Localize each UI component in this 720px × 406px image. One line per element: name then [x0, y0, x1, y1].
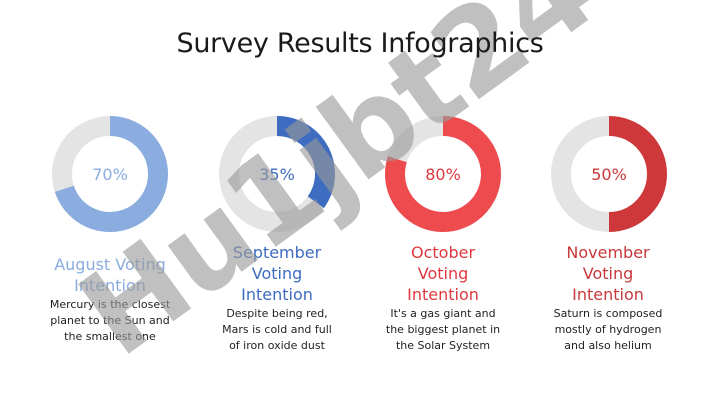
percentage-label: 50%: [591, 165, 627, 184]
donut-value-arc: [54, 116, 168, 232]
page-title: Survey Results Infographics: [176, 28, 544, 59]
chart-description-august: Mercury is the closest planet to the Sun…: [49, 298, 171, 343]
donut-october: 80%: [385, 116, 501, 232]
chart-title-august: August Voting Intention: [54, 255, 166, 295]
donut-august: 70%: [52, 116, 168, 232]
donut-november: 50%: [551, 116, 667, 232]
chart-description-november: Saturn is composed mostly of hydrogen an…: [553, 307, 663, 352]
chart-description-october: It's a gas giant and the biggest planet …: [385, 307, 501, 352]
donut-september: 35%: [219, 116, 335, 232]
chart-title-september: September Voting Intention: [232, 243, 322, 304]
chart-title-november: November Voting Intention: [566, 243, 650, 304]
percentage-label: 35%: [259, 165, 295, 184]
donut-value-arc: [276, 116, 335, 209]
chart-description-september: Despite being red, Mars is cold and full…: [222, 307, 332, 352]
donut-value-arc: [608, 116, 667, 232]
percentage-label: 80%: [425, 165, 461, 184]
chart-title-october: October Voting Intention: [407, 243, 479, 304]
percentage-label: 70%: [92, 165, 128, 184]
donut-value-arc: [385, 116, 501, 232]
